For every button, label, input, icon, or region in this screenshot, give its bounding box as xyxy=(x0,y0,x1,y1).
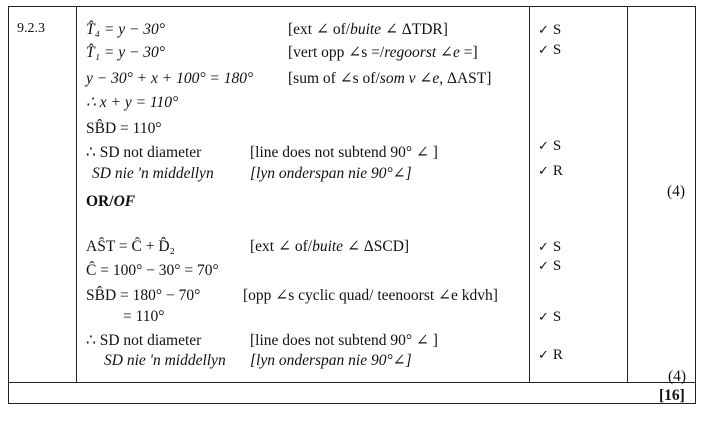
tick-icon: ✓ xyxy=(538,310,549,325)
statement: SB̂D = 180° − 70° xyxy=(86,287,201,304)
tick-icon: ✓ xyxy=(538,164,549,179)
total-row-divider xyxy=(9,382,695,383)
statement: y − 30° + x + 100° = 180° xyxy=(86,70,254,87)
reason: [lyn onderspan nie 90°∠] xyxy=(250,165,412,182)
mark: ✓ S xyxy=(538,22,562,38)
mark: ✓ S xyxy=(538,138,562,154)
reason: [opp ∠s cyclic quad/ teenoorst ∠e kdvh] xyxy=(243,287,498,304)
statement: ∴ SD not diameter xyxy=(86,144,202,161)
reason: [vert opp ∠s =/regoorst ∠e =] xyxy=(288,44,478,61)
reason: [ext ∠ of/buite ∠ ΔTDR] xyxy=(288,21,448,38)
reason: [lyn onderspan nie 90°∠] xyxy=(250,352,412,369)
statement: SD nie 'n middellyn xyxy=(104,352,226,369)
reason: [sum of ∠s of/som v ∠e, ΔAST] xyxy=(288,70,492,87)
statement: SB̂D = 110° xyxy=(86,120,162,137)
statement: Ĉ = 100° − 30° = 70° xyxy=(86,262,219,279)
reason: [line does not subtend 90° ∠ ] xyxy=(250,332,438,349)
tick-icon: ✓ xyxy=(538,139,549,154)
subtotal: (4) xyxy=(668,368,687,385)
subtotal: (4) xyxy=(667,183,686,200)
reason: [line does not subtend 90° ∠ ] xyxy=(250,144,438,161)
mark: ✓ S xyxy=(538,239,562,255)
marking-table xyxy=(8,6,696,404)
statement: T̂₁ = y − 30° xyxy=(86,44,166,61)
statement: = 110° xyxy=(123,308,165,325)
statement: ∴ SD not diameter xyxy=(86,332,202,349)
mark: ✓ S xyxy=(538,309,562,325)
mark: ✓ S xyxy=(538,258,562,274)
tick-icon: ✓ xyxy=(538,23,549,38)
column-divider xyxy=(627,7,628,382)
or-label: OR/OF xyxy=(86,193,136,210)
reason: [ext ∠ of/buite ∠ ΔSCD] xyxy=(250,238,410,255)
tick-icon: ✓ xyxy=(538,348,549,363)
column-divider xyxy=(76,7,77,382)
question-number: 9.2.3 xyxy=(17,21,45,36)
mark: ✓ R xyxy=(538,163,563,179)
statement: ∴ x + y = 110° xyxy=(86,94,179,111)
statement: T̂₄ = y − 30° xyxy=(86,21,166,38)
statement: AŜT = Ĉ + D̂₂ xyxy=(86,238,175,255)
mark: ✓ S xyxy=(538,42,562,58)
tick-icon: ✓ xyxy=(538,240,549,255)
column-divider xyxy=(529,7,530,382)
tick-icon: ✓ xyxy=(538,259,549,274)
statement: SD nie 'n middellyn xyxy=(92,165,214,182)
tick-icon: ✓ xyxy=(538,43,549,58)
mark: ✓ R xyxy=(538,347,563,363)
total: [16] xyxy=(659,387,685,404)
